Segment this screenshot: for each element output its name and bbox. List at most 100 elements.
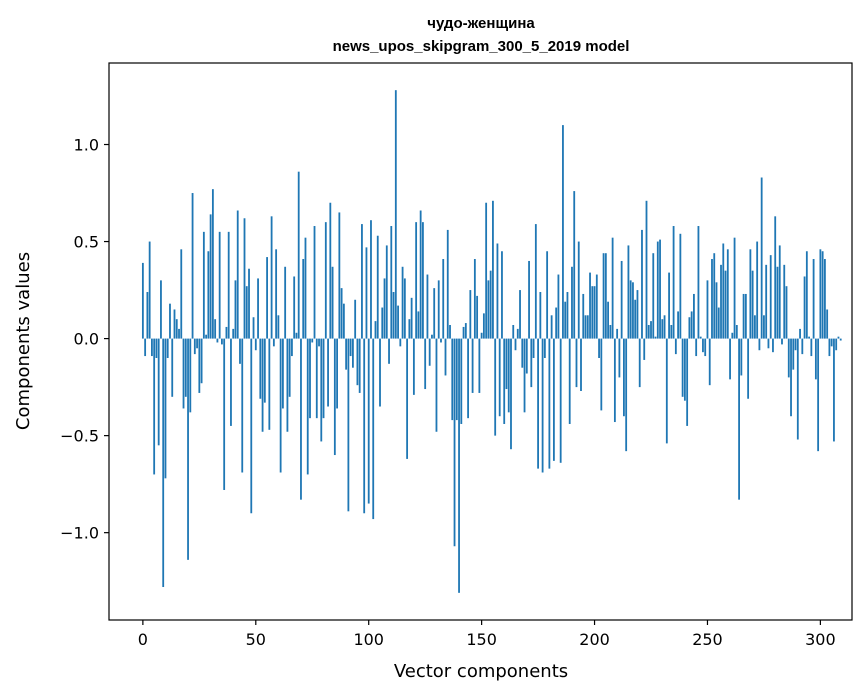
x-tick-label: 300 bbox=[805, 630, 836, 649]
bar-component-189 bbox=[568, 338, 571, 424]
bar-component-10 bbox=[164, 338, 167, 479]
bar-component-210 bbox=[616, 328, 619, 339]
bar-component-124 bbox=[422, 222, 424, 339]
bar-component-205 bbox=[604, 253, 607, 339]
bar-component-227 bbox=[654, 336, 657, 339]
bar-component-76 bbox=[313, 226, 316, 339]
bar-component-300 bbox=[819, 249, 822, 339]
bar-component-146 bbox=[471, 338, 474, 393]
x-axis-label: Vector components bbox=[394, 661, 568, 682]
bar-component-279 bbox=[772, 338, 774, 353]
bar-component-7 bbox=[157, 338, 160, 446]
bar-component-243 bbox=[690, 311, 693, 339]
bar-component-187 bbox=[564, 301, 567, 339]
bar-component-161 bbox=[505, 338, 508, 390]
bar-component-297 bbox=[812, 259, 815, 339]
bar-component-89 bbox=[342, 303, 345, 339]
bar-component-231 bbox=[663, 315, 666, 339]
bar-component-201 bbox=[595, 274, 598, 339]
bar-component-26 bbox=[200, 338, 203, 384]
bar-component-166 bbox=[516, 328, 519, 339]
y-axis-label: Components values bbox=[13, 252, 34, 430]
bar-component-9 bbox=[162, 338, 165, 588]
bar-component-232 bbox=[665, 338, 668, 444]
bar-component-6 bbox=[155, 338, 158, 358]
bar-component-99 bbox=[365, 247, 368, 339]
bar-component-165 bbox=[514, 338, 517, 351]
bar-component-117 bbox=[406, 338, 409, 459]
bar-component-101 bbox=[370, 220, 372, 339]
bar-component-74 bbox=[309, 338, 311, 419]
bar-component-207 bbox=[609, 325, 612, 339]
bar-component-172 bbox=[530, 338, 533, 388]
bar-component-5 bbox=[153, 338, 156, 475]
bar-component-160 bbox=[503, 338, 506, 424]
bar-component-184 bbox=[557, 274, 560, 339]
bar-component-143 bbox=[464, 323, 467, 339]
bar-component-62 bbox=[281, 338, 284, 409]
bar-component-31 bbox=[211, 189, 214, 339]
bar-component-138 bbox=[453, 338, 456, 547]
bar-component-104 bbox=[376, 235, 379, 339]
bar-component-158 bbox=[498, 338, 501, 417]
bar-component-267 bbox=[744, 293, 747, 339]
bar-component-248 bbox=[702, 338, 704, 353]
bar-component-217 bbox=[632, 282, 634, 339]
bar-component-47 bbox=[248, 268, 250, 339]
bar-component-306 bbox=[833, 338, 835, 442]
bar-component-11 bbox=[166, 338, 169, 358]
bar-component-194 bbox=[580, 338, 582, 391]
bar-component-173 bbox=[532, 338, 535, 358]
bar-component-154 bbox=[489, 270, 492, 339]
bar-component-167 bbox=[519, 290, 521, 339]
bar-component-40 bbox=[232, 328, 235, 339]
bar-component-140 bbox=[458, 338, 460, 593]
bar-component-304 bbox=[828, 338, 831, 357]
bar-component-278 bbox=[769, 255, 772, 339]
bar-component-294 bbox=[805, 251, 808, 339]
bar-component-33 bbox=[216, 338, 219, 343]
bar-component-42 bbox=[236, 210, 239, 339]
bar-component-22 bbox=[191, 193, 194, 339]
bar-component-75 bbox=[311, 338, 314, 343]
bar-component-177 bbox=[541, 338, 544, 473]
bar-component-23 bbox=[193, 338, 196, 355]
bar-component-159 bbox=[501, 251, 503, 339]
bar-component-125 bbox=[424, 338, 427, 390]
bar-component-24 bbox=[196, 338, 198, 349]
y-tick-label: 0.0 bbox=[74, 330, 99, 349]
bar-component-202 bbox=[598, 338, 600, 358]
bar-component-67 bbox=[293, 276, 296, 339]
bar-component-34 bbox=[218, 231, 221, 339]
bar-component-142 bbox=[462, 326, 465, 339]
bar-component-82 bbox=[327, 338, 329, 407]
bar-component-128 bbox=[431, 334, 433, 339]
bar-component-307 bbox=[835, 338, 838, 351]
bar-component-43 bbox=[239, 338, 241, 364]
bar-component-206 bbox=[607, 301, 609, 339]
bar-component-270 bbox=[751, 270, 754, 339]
bar-component-16 bbox=[178, 328, 180, 339]
bar-component-253 bbox=[713, 253, 716, 339]
bar-component-241 bbox=[686, 338, 689, 426]
bar-component-156 bbox=[494, 338, 497, 436]
bar-component-119 bbox=[410, 297, 413, 339]
x-tick-label: 0 bbox=[138, 630, 148, 649]
x-tick-label: 100 bbox=[353, 630, 384, 649]
x-tick-label: 250 bbox=[692, 630, 723, 649]
bar-component-3 bbox=[148, 241, 151, 339]
bar-component-288 bbox=[792, 338, 795, 370]
bar-component-107 bbox=[383, 278, 386, 339]
bar-component-309 bbox=[839, 338, 842, 341]
bar-component-21 bbox=[189, 338, 192, 413]
bar-component-170 bbox=[525, 338, 528, 374]
bar-component-219 bbox=[636, 290, 639, 339]
bar-component-213 bbox=[623, 338, 625, 417]
bar-component-64 bbox=[286, 338, 289, 432]
bar-component-308 bbox=[837, 336, 840, 339]
bar-component-254 bbox=[715, 282, 718, 339]
bar-component-95 bbox=[356, 338, 359, 386]
bar-component-250 bbox=[706, 280, 709, 339]
bar-component-263 bbox=[735, 325, 738, 339]
